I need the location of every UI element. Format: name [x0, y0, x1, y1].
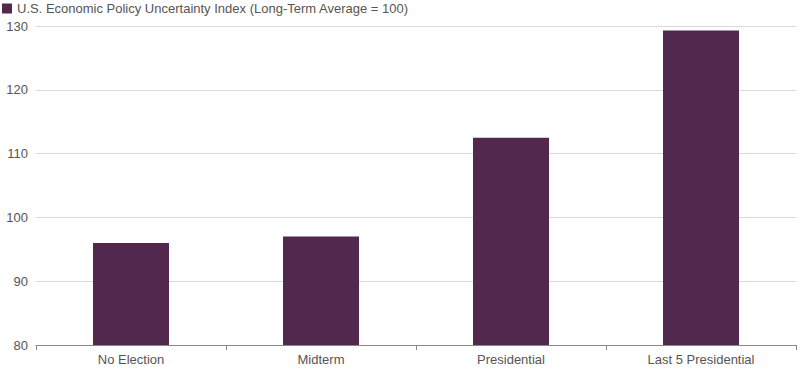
svg-text:120: 120	[6, 82, 28, 97]
svg-text:110: 110	[7, 146, 28, 161]
svg-text:130: 130	[6, 19, 28, 34]
svg-text:Last 5 Presidential: Last 5 Presidential	[648, 352, 755, 367]
svg-text:90: 90	[14, 274, 28, 289]
svg-text:Presidential: Presidential	[477, 352, 545, 367]
svg-text:No Election: No Election	[98, 352, 164, 367]
svg-text:Midterm: Midterm	[298, 352, 345, 367]
svg-text:U.S. Economic Policy Uncertain: U.S. Economic Policy Uncertainty Index (…	[17, 1, 408, 16]
svg-text:100: 100	[6, 210, 28, 225]
svg-text:80: 80	[14, 338, 28, 353]
